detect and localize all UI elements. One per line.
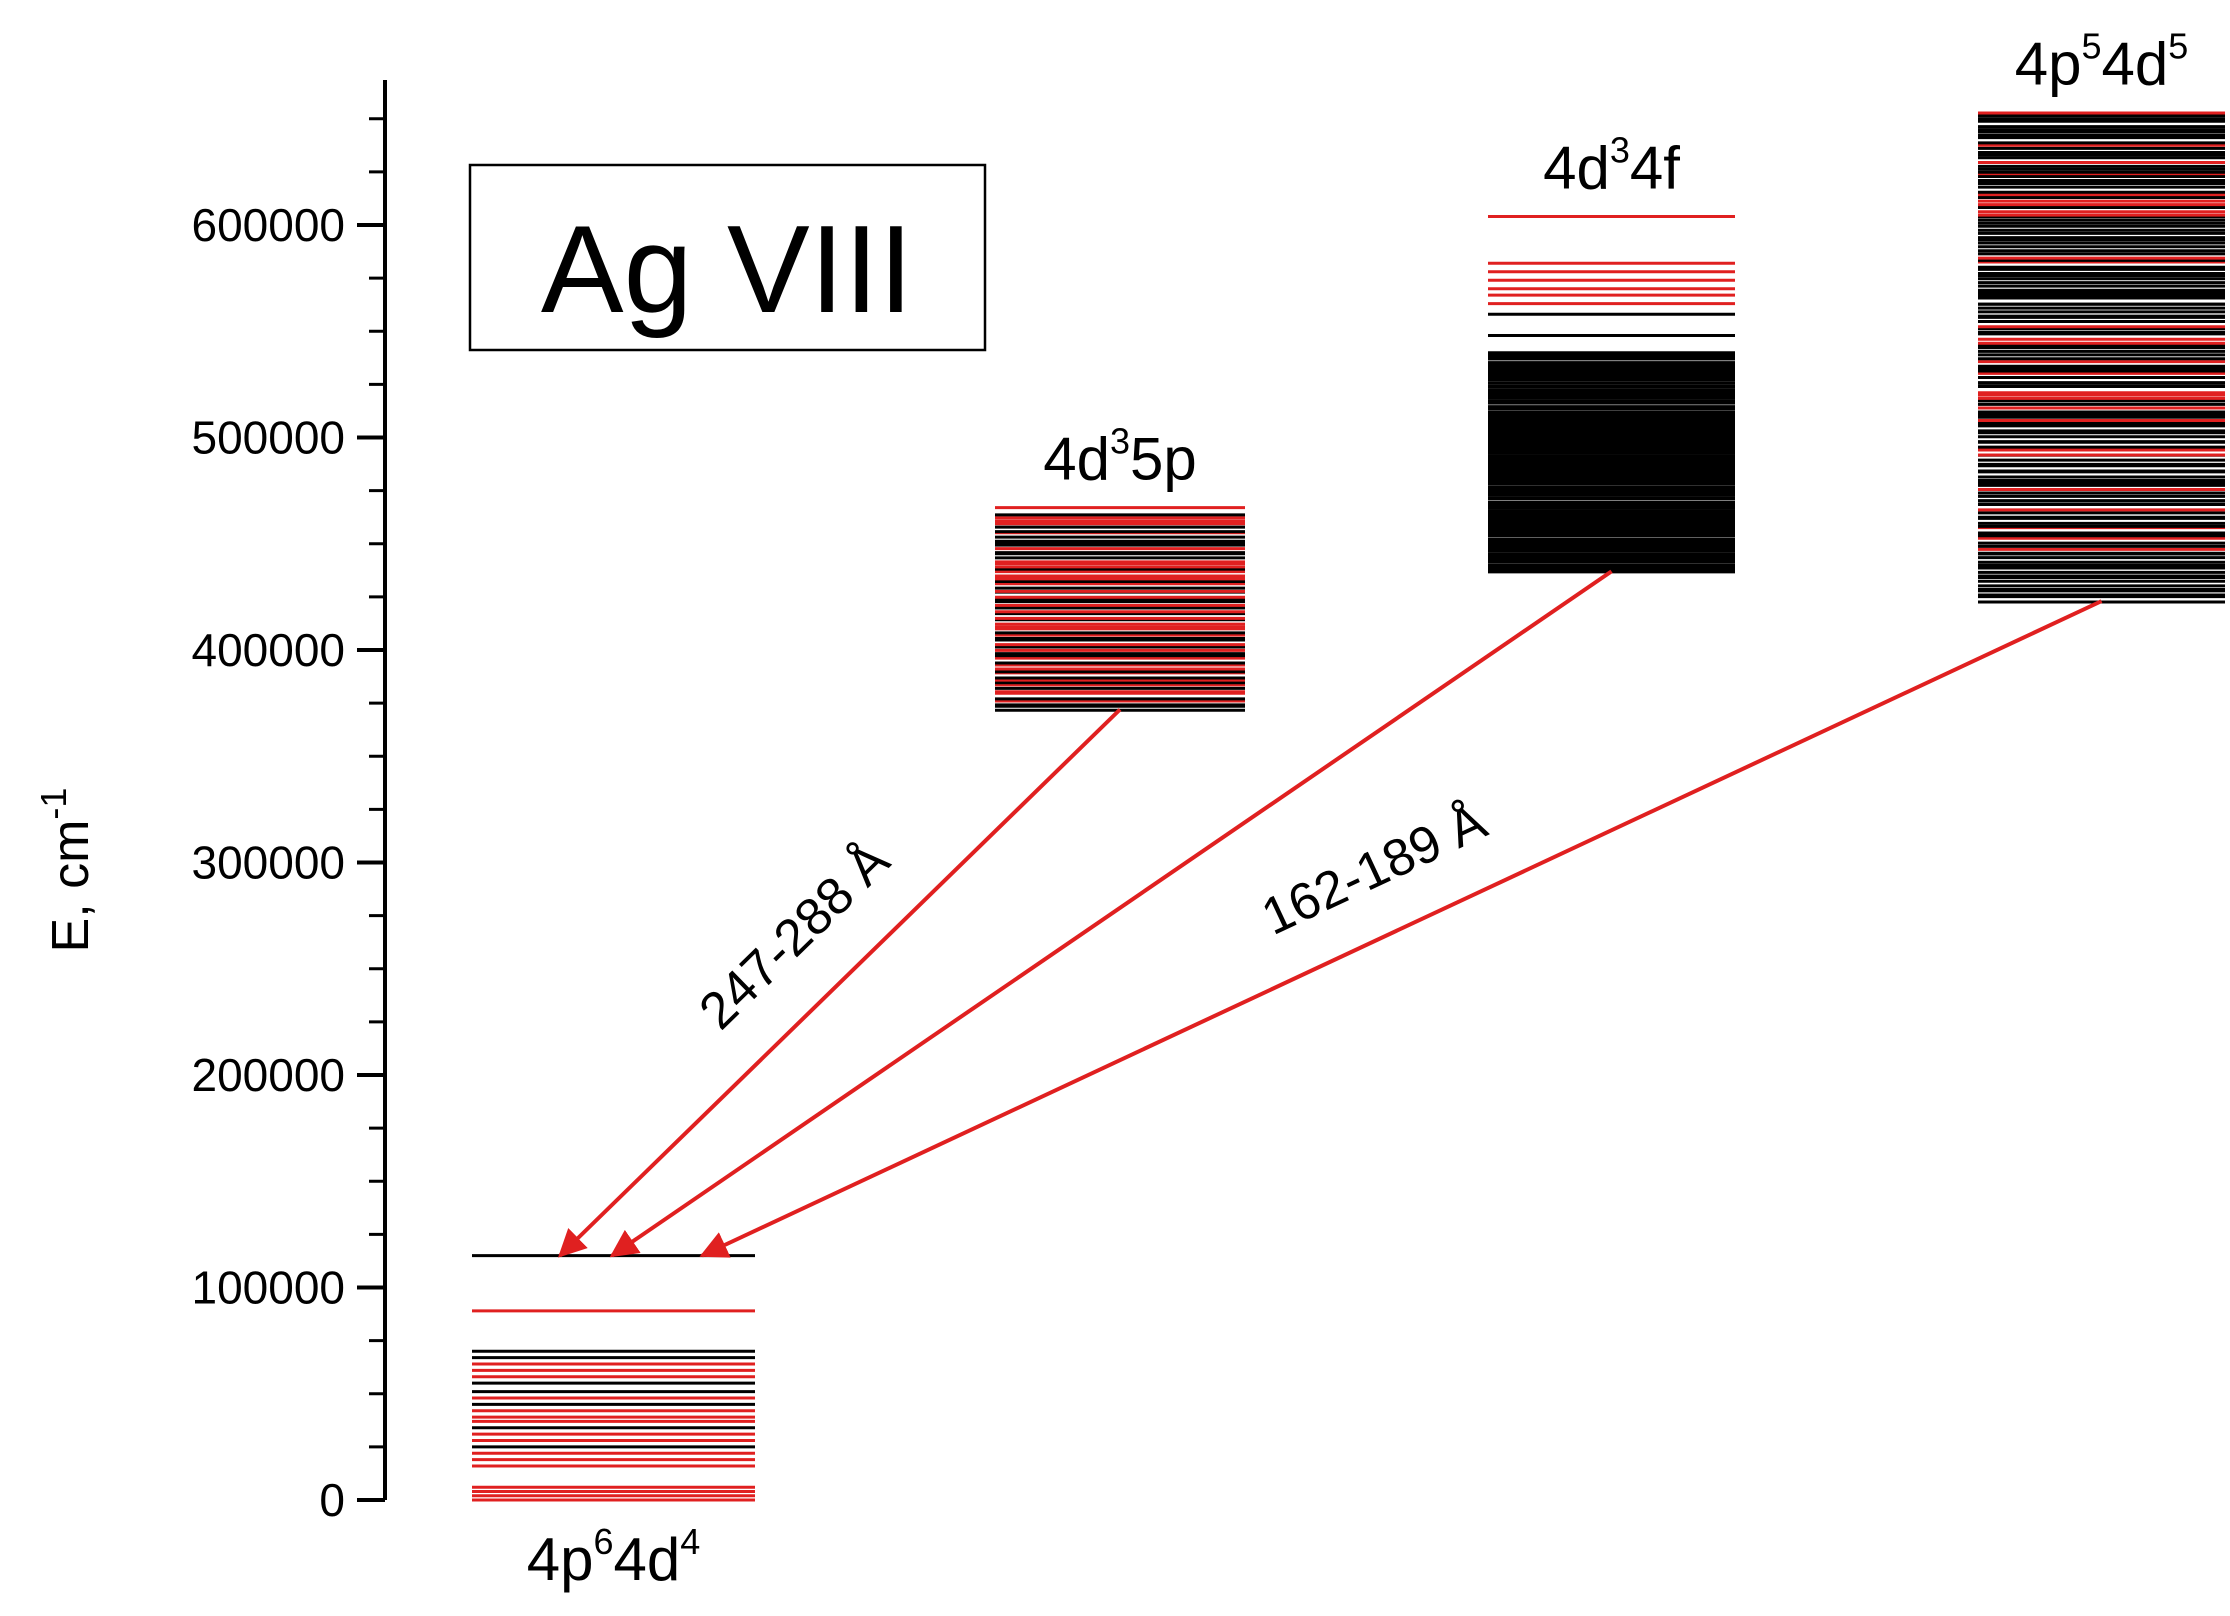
levels-layer	[472, 111, 2225, 1502]
title-box: Ag VIII	[468, 163, 987, 352]
y-tick-label: 400000	[192, 624, 346, 676]
config-label-2: 4d34f	[1543, 130, 1680, 202]
transition-arrow	[557, 708, 1122, 1258]
transition-arrow	[699, 599, 2103, 1258]
y-tick-label: 600000	[192, 199, 346, 251]
config-2-levels	[1488, 215, 1735, 574]
transitions-layer: 247-288 Å 162-189 Å	[557, 569, 2103, 1258]
config-3-levels	[1978, 111, 2225, 604]
y-axis-label-text: E, cm	[42, 820, 100, 953]
y-tick-label: 200000	[192, 1049, 346, 1101]
config-labels-layer: 4p64d4 4d35p 4d34f 4p54d5	[527, 25, 2189, 1593]
y-tick-label: 100000	[192, 1262, 346, 1314]
config-label-0: 4p64d4	[527, 1521, 701, 1593]
y-axis-ticks: 0 100000 200000 300000 400000 500000 600000	[192, 117, 385, 1526]
y-tick-label: 0	[319, 1474, 345, 1526]
transition-label: 247-288 Å	[688, 831, 901, 1040]
config-0-levels	[472, 1254, 755, 1502]
y-axis-label-sup: -1	[33, 788, 74, 820]
y-axis-label: E, cm-1	[33, 788, 100, 953]
config-label-3: 4p54d5	[2015, 25, 2189, 97]
y-tick-label: 500000	[192, 412, 346, 464]
config-1-levels	[995, 506, 1245, 712]
y-tick-label: 300000	[192, 837, 346, 889]
transition-arrow	[609, 569, 1613, 1258]
chart-title: Ag VIII	[541, 201, 913, 339]
config-label-1: 4d35p	[1043, 421, 1197, 493]
transition-label: 162-189 Å	[1253, 792, 1495, 946]
